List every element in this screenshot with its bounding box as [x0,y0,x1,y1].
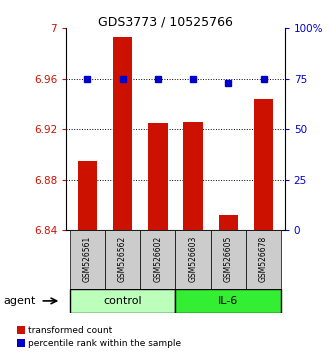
Bar [113,37,132,230]
Bar [140,230,175,289]
Bar [78,161,97,230]
Bar [218,215,238,230]
Bar [254,99,273,230]
Bar [148,123,167,230]
Bar [70,230,105,289]
Text: GSM526602: GSM526602 [153,236,162,282]
Text: control: control [103,296,142,306]
Bar [211,230,246,289]
Text: GSM526603: GSM526603 [189,236,198,282]
Text: GDS3773 / 10525766: GDS3773 / 10525766 [98,16,233,29]
Text: agent: agent [3,296,36,306]
Text: GSM526561: GSM526561 [83,236,92,282]
Bar [70,289,175,313]
Text: GSM526678: GSM526678 [259,236,268,282]
Text: IL-6: IL-6 [218,296,238,306]
Text: GSM526562: GSM526562 [118,236,127,282]
Text: percentile rank within the sample: percentile rank within the sample [28,339,181,348]
Bar [105,230,140,289]
Bar [246,230,281,289]
Bar [175,230,211,289]
Bar [175,289,281,313]
Text: GSM526605: GSM526605 [224,236,233,282]
Bar [183,122,203,230]
Text: transformed count: transformed count [28,326,113,335]
